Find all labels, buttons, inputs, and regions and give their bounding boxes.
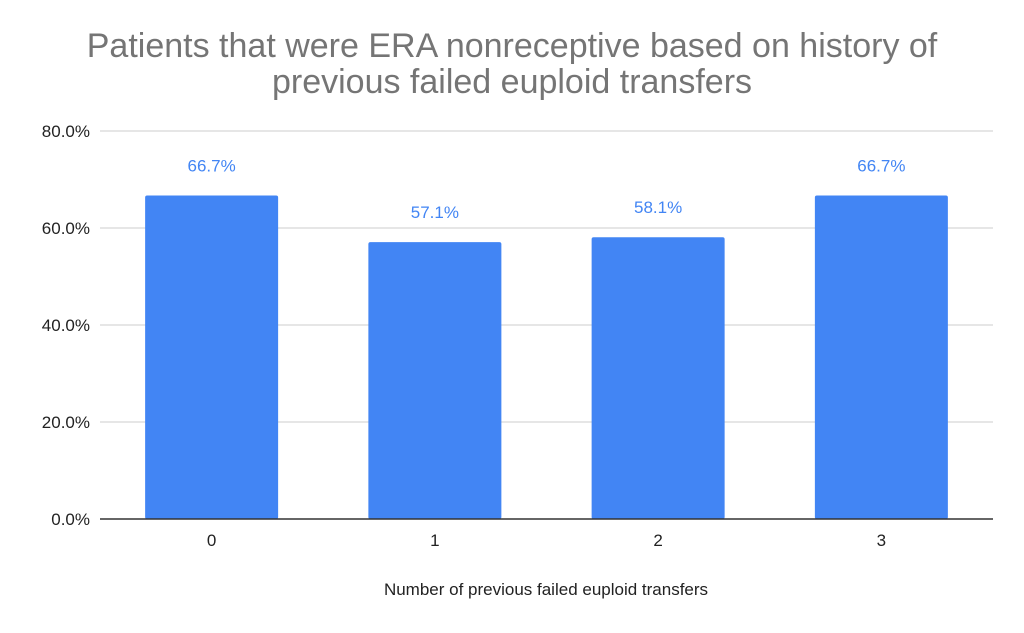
data-label: 66.7% [188, 157, 236, 176]
data-labels: 66.7% 57.1% 58.1% 66.7% [188, 157, 906, 223]
x-axis-label: Number of previous failed euploid transf… [383, 580, 709, 599]
bars [145, 195, 948, 519]
data-label: 58.1% [634, 198, 682, 217]
y-axis-ticks: 0.0% 20.0% 40.0% 60.0% 80.0% [42, 122, 90, 529]
x-tick-label: 1 [430, 531, 439, 550]
x-tick-label: 3 [877, 531, 886, 550]
x-tick-label: 2 [653, 531, 662, 550]
y-tick-label: 60.0% [42, 219, 90, 238]
y-tick-label: 80.0% [42, 122, 90, 141]
bar [145, 195, 279, 519]
bar [814, 195, 948, 519]
x-axis-ticks: 0 1 2 3 [207, 531, 886, 550]
y-tick-label: 0.0% [51, 510, 90, 529]
bar [591, 237, 725, 519]
y-tick-label: 40.0% [42, 316, 90, 335]
data-label: 57.1% [411, 203, 459, 222]
bar [368, 242, 502, 519]
x-tick-label: 0 [207, 531, 216, 550]
y-tick-label: 20.0% [42, 413, 90, 432]
data-label: 66.7% [857, 157, 905, 176]
chart-title: Patients that were ERA nonreceptive base… [86, 27, 938, 101]
